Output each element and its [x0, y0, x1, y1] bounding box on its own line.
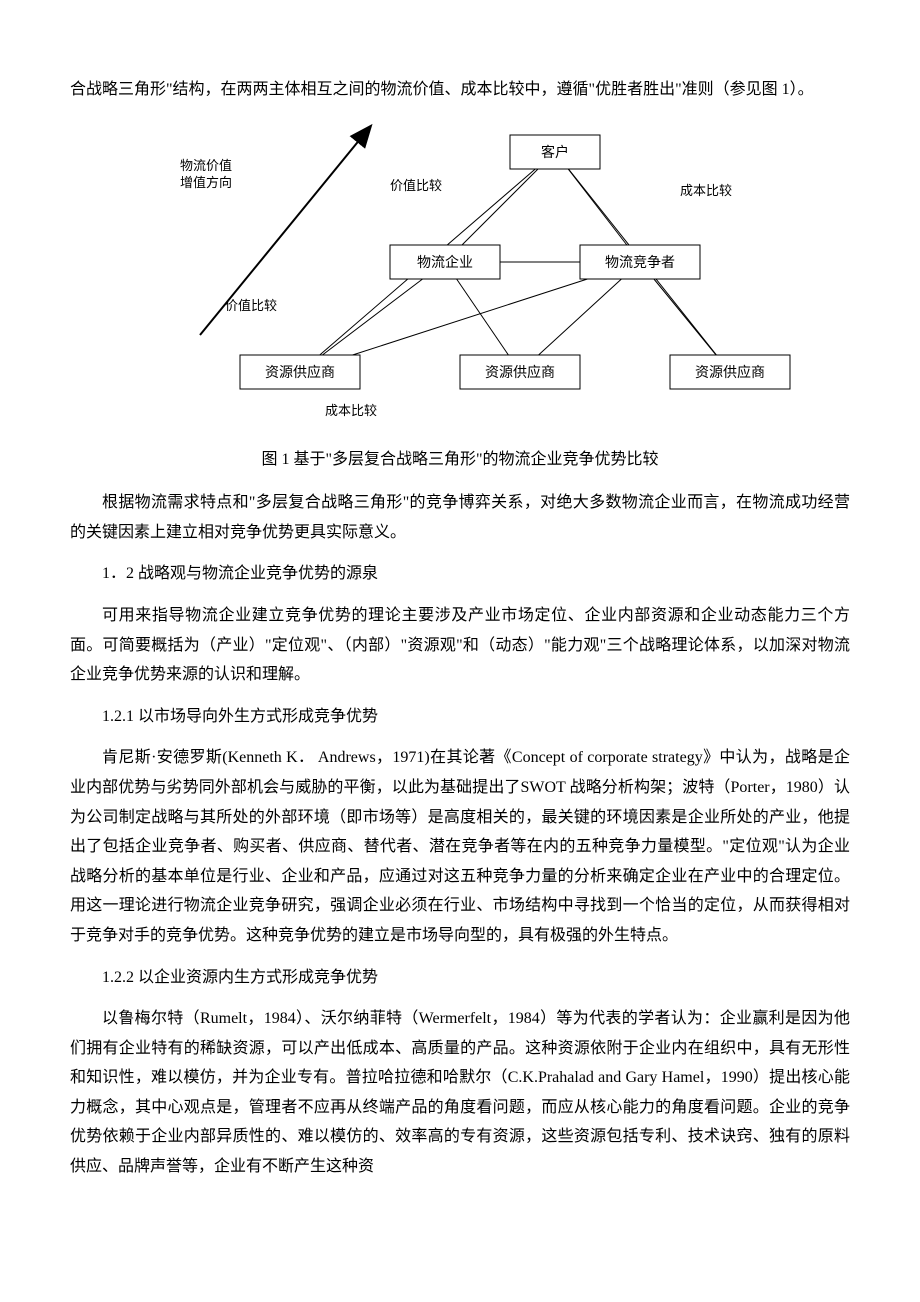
diagram-label-5: 成本比较: [325, 403, 377, 418]
paragraph-2: 可用来指导物流企业建立竞争优势的理论主要涉及产业市场定位、企业内部资源和企业动态…: [70, 601, 850, 690]
node-label-logistics: 物流企业: [417, 254, 473, 271]
node-label-supplier2: 资源供应商: [485, 364, 555, 381]
diagram-label-4: 价值比较: [225, 298, 277, 313]
edge-customer-competitor: [568, 169, 627, 245]
diagram-label-3: 成本比较: [680, 183, 732, 198]
strategy-triangle-diagram: 客户物流企业物流竞争者资源供应商资源供应商资源供应商 物流价值增值方向价值比较成…: [110, 115, 810, 425]
diagram-label-1: 增值方向: [180, 175, 232, 190]
figure-caption: 图 1 基于"多层复合战略三角形"的物流企业竞争优势比较: [70, 445, 850, 475]
edge-customer-logistics: [462, 169, 538, 245]
paragraph-3: 肯尼斯·安德罗斯(Kenneth K． Andrews，1971)在其论著《Co…: [70, 743, 850, 950]
section-heading-1-2-2: 1.2.2 以企业资源内生方式形成竞争优势: [70, 963, 850, 993]
node-label-supplier1: 资源供应商: [265, 364, 335, 381]
edge-logistics-supplier2: [457, 279, 509, 355]
node-label-customer: 客户: [541, 144, 569, 161]
section-heading-1-2: 1．2 战略观与物流企业竞争优势的源泉: [70, 559, 850, 589]
section-heading-1-2-1: 1.2.1 以市场导向外生方式形成竞争优势: [70, 702, 850, 732]
paragraph-1: 根据物流需求特点和"多层复合战略三角形"的竞争博弈关系，对绝大多数物流企业而言，…: [70, 488, 850, 547]
edge-competitor-supplier3: [654, 279, 716, 355]
edge-supplier1-competitor: [353, 279, 588, 355]
node-label-supplier3: 资源供应商: [695, 364, 765, 381]
paragraph-4: 以鲁梅尔特（Rumelt，1984）、沃尔纳菲特（Wermerfelt，1984…: [70, 1004, 850, 1182]
edge-logistics-supplier1: [322, 279, 422, 355]
intro-paragraph: 合战略三角形"结构，在两两主体相互之间的物流价值、成本比较中，遵循"优胜者胜出"…: [70, 75, 850, 105]
diagram-label-2: 价值比较: [390, 178, 442, 193]
node-label-competitor: 物流竞争者: [605, 254, 675, 271]
diagram-label-0: 物流价值: [180, 158, 232, 173]
